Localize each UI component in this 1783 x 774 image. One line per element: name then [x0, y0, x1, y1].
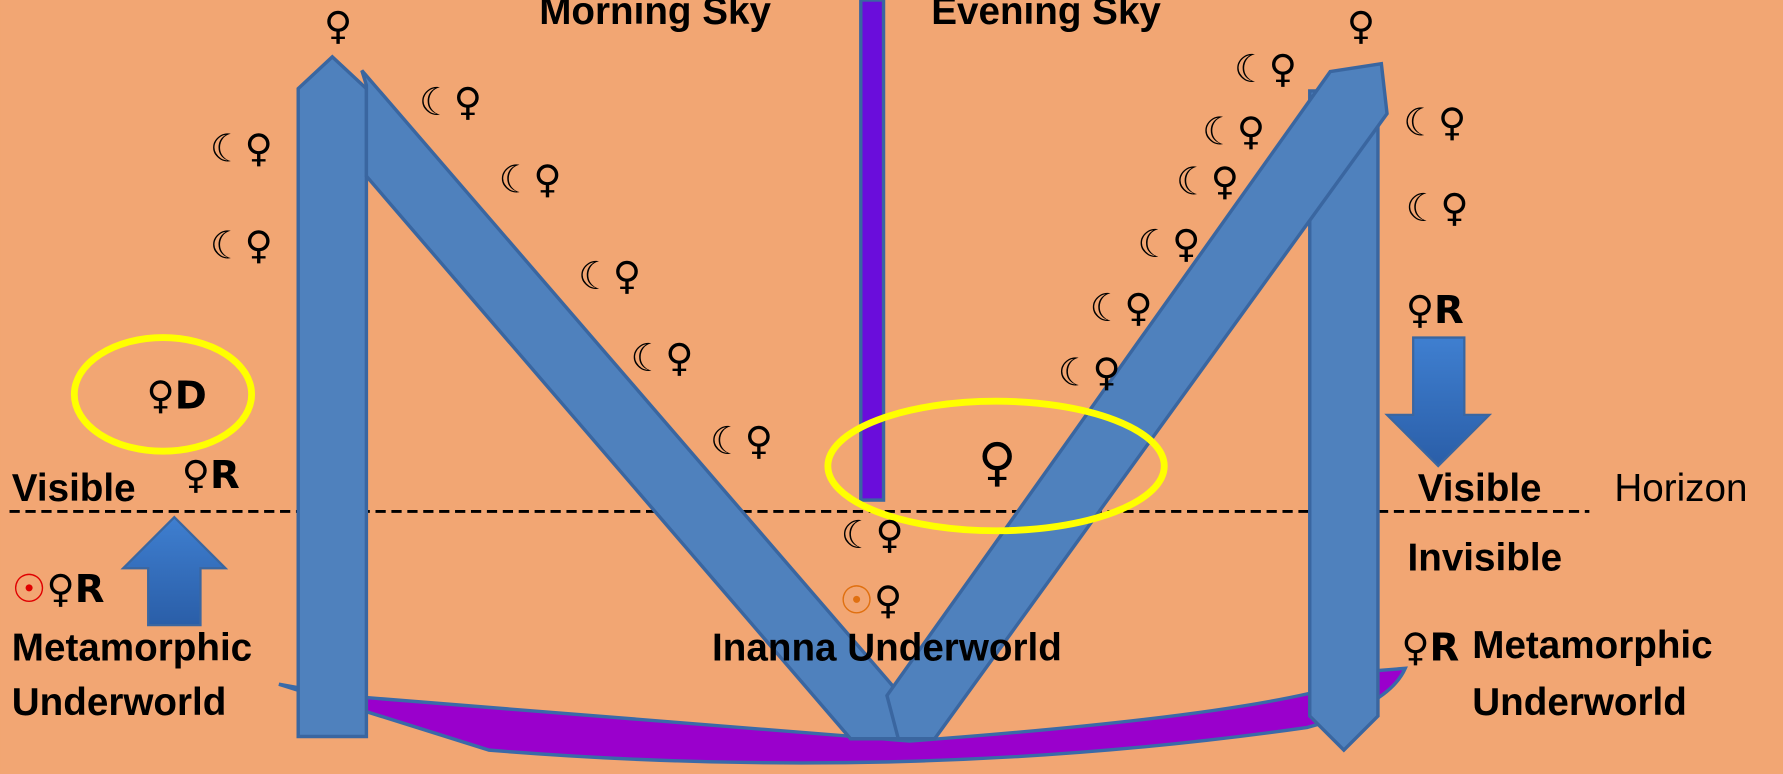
venus: ♀ [978, 432, 1016, 493]
moon-venus: ☾♀ [419, 80, 482, 125]
venus: ♀ [1347, 4, 1375, 49]
underworld-label: Underworld [12, 681, 227, 724]
moon-venus: ☾♀ [1202, 110, 1265, 155]
sun: ☉ [839, 578, 874, 623]
rising-column [298, 57, 366, 737]
moon-venus: ☾♀ [210, 223, 273, 268]
moon-venus: ☾♀ [1176, 160, 1239, 205]
evening-sky: Evening Sky [931, 0, 1161, 33]
moon-venus: ☾♀ [630, 336, 693, 381]
metamorphic-label: Metamorphic [12, 626, 252, 669]
venus-direct: ♀D [146, 373, 206, 418]
moon-venus: ☾♀ [1137, 222, 1200, 267]
sun-venus: ☉♀ [839, 578, 902, 623]
diagram: Morning Sky Evening Sky ♀ ♀ ♀ ☾♀ ☾♀ ☾♀ ☾… [0, 0, 1783, 774]
metamorphic-label: Metamorphic [1472, 624, 1712, 667]
moon-venus: ☾♀ [1406, 186, 1469, 231]
morning-sky: Morning Sky [539, 0, 771, 33]
venus: ♀ [874, 578, 902, 623]
sun: ☉ [12, 567, 47, 612]
visible-label: Visible [1418, 467, 1542, 510]
inanna-label: Inanna Underworld [712, 626, 1062, 669]
sun-venus-retrograde: ☉♀R [12, 567, 105, 612]
moon-venus: ☾♀ [499, 157, 562, 202]
moon-venus: ☾♀ [1234, 47, 1297, 92]
venus-retrograde: ♀R [1406, 288, 1464, 333]
moon-venus: ☾♀ [710, 419, 773, 464]
visible-label: Visible [12, 467, 136, 510]
moon-venus: ☾♀ [578, 254, 641, 299]
page: { "sky": {"morning": "Morning Sky", "eve… [0, 0, 1783, 774]
venus: ♀ [324, 4, 352, 49]
moon-venus: ☾♀ [1058, 351, 1121, 396]
moon-venus: ☾♀ [1090, 286, 1153, 331]
moon-venus: ☾♀ [1403, 101, 1466, 146]
venus-retrograde: ♀R [1401, 626, 1459, 671]
invisible-label: Invisible [1408, 537, 1563, 580]
underworld-label: Underworld [1472, 681, 1687, 724]
moon-venus: ☾♀ [210, 127, 273, 172]
venus-retrograde: ♀R [182, 453, 240, 498]
venus-retrograde: ♀R [46, 567, 104, 612]
moon-venus: ☾♀ [841, 513, 904, 558]
horizon-label: Horizon [1614, 467, 1747, 510]
